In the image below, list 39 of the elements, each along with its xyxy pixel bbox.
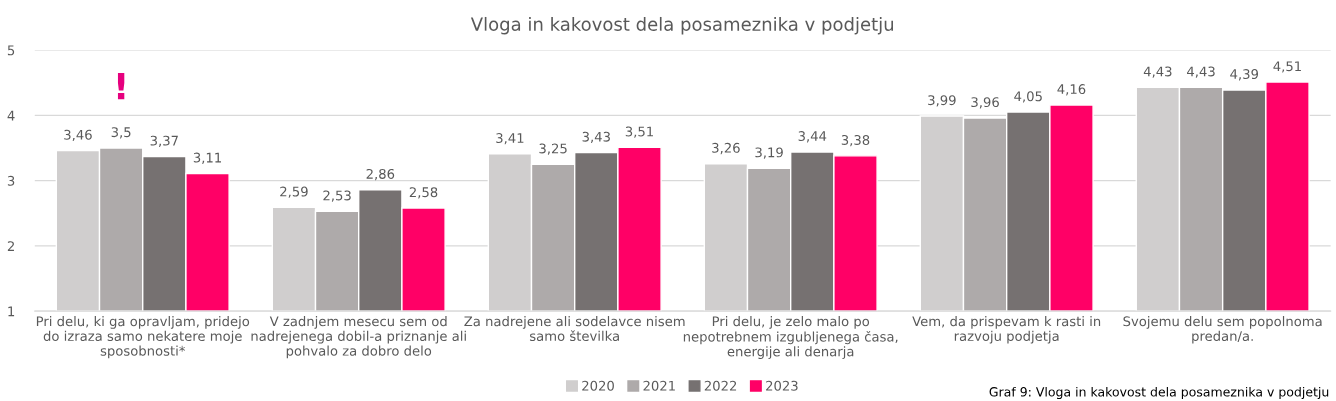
data-label: 4,43	[1187, 66, 1215, 78]
data-label: 3,26	[712, 142, 740, 155]
data-label: 3,5	[111, 127, 131, 139]
data-label: 3,38	[841, 134, 870, 147]
x-tick-label: Vem, da prispevam k rasti in razvoju podjetja	[912, 316, 1101, 344]
data-label: 4,16	[1057, 84, 1086, 96]
y-tick-label: 4	[7, 110, 15, 121]
data-label: 3,11	[193, 152, 221, 164]
y-tick-label: 5	[7, 45, 15, 56]
legend-label: 2022	[704, 380, 737, 391]
y-tick-label: 3	[7, 175, 15, 186]
annotation: !	[117, 72, 125, 100]
x-tick-label: Svojemu delu sem popolnoma predan/a.	[1123, 316, 1322, 344]
x-tick-label: Pri delu, ki ga opravljam, pridejo do izraza samo nekatere moje sposobnosti*	[36, 316, 250, 359]
data-label: 4,39	[1230, 69, 1259, 81]
data-label: 3,96	[971, 97, 999, 109]
y-tick-label: 2	[7, 241, 14, 251]
data-label: 4,05	[1014, 91, 1042, 103]
data-label: 2,58	[409, 187, 438, 199]
data-label: 3,19	[755, 147, 783, 159]
y-tick-label: 1	[8, 306, 15, 317]
data-label: 2,86	[366, 168, 395, 181]
data-label: 4,51	[1273, 61, 1301, 73]
data-label: 3,25	[539, 143, 567, 155]
legend-label: 2020	[582, 380, 614, 391]
chart-title: Vloga in kakovost dela posameznika v podjetju	[470, 16, 893, 35]
legend-label: 2023	[766, 380, 798, 391]
data-label: 3,44	[798, 131, 827, 143]
data-label: 3,46	[64, 129, 92, 142]
data-label: 3,43	[582, 131, 610, 144]
text: Graf 9: Vloga in kakovost dela posameznika v podjetju	[989, 386, 1329, 399]
data-label: 3,99	[928, 95, 956, 107]
data-label: 3,41	[496, 133, 524, 145]
legend-label: 2021	[643, 380, 675, 391]
data-label: 2,59	[280, 186, 308, 198]
data-label: 2,53	[323, 190, 351, 202]
data-label: 3,51	[625, 126, 653, 138]
data-label: 4,43	[1143, 66, 1172, 78]
data-label: 3,37	[150, 135, 178, 147]
